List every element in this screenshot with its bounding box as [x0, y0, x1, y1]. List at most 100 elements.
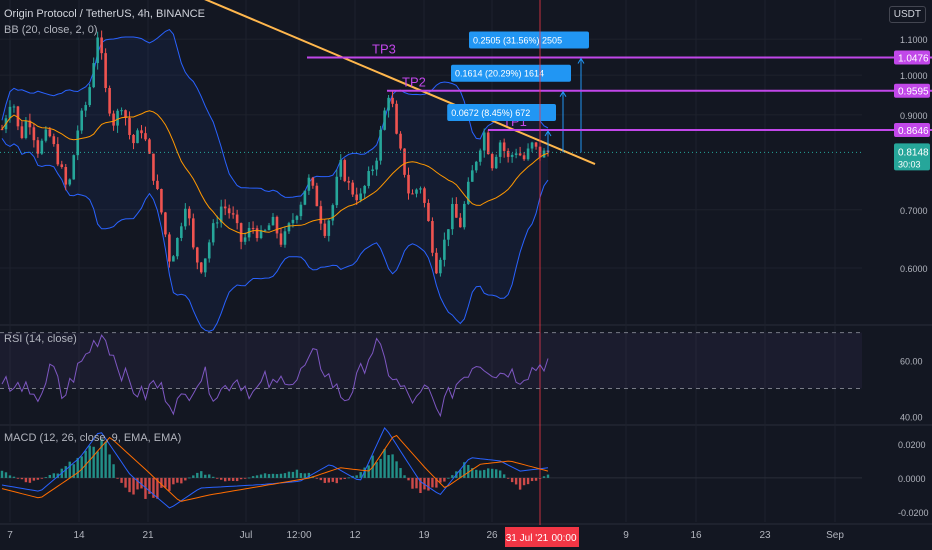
macd-histogram-bar — [403, 475, 406, 478]
candle — [287, 221, 291, 234]
candle-body — [443, 239, 446, 260]
target-tp2[interactable]: TP2 0.9595 0.1614 (20.29%) 1614 — [387, 64, 932, 153]
candle-body — [355, 194, 359, 201]
macd-histogram-bar — [56, 473, 59, 478]
macd-histogram-bar — [443, 477, 446, 482]
macd-histogram-bar — [459, 469, 462, 478]
time-highlight-bg — [549, 527, 579, 547]
candle — [279, 227, 283, 248]
rsi-legend[interactable]: RSI (14, close) — [4, 333, 77, 345]
candle-body — [44, 129, 48, 141]
candle-body — [319, 206, 323, 224]
macd-histogram-bar — [80, 456, 83, 478]
candle-body — [311, 177, 315, 186]
macd-histogram-bar — [343, 477, 346, 480]
target-tp3[interactable]: TP3 1.0476 0.2505 (31.56%) 2505 — [307, 31, 932, 153]
macd-histogram-bar — [451, 475, 454, 478]
candle-body — [494, 156, 498, 169]
candle — [132, 134, 135, 150]
macd-histogram-bar — [538, 477, 542, 479]
trendline[interactable] — [150, 0, 596, 166]
candle-body — [463, 203, 466, 228]
macd-histogram-bar — [128, 477, 131, 493]
macd-histogram-bar — [4, 472, 8, 478]
macd-histogram-bar — [216, 477, 219, 479]
macd-histogram-bar — [518, 477, 522, 490]
macd-histogram-bar — [315, 477, 319, 479]
candle-body — [259, 230, 263, 239]
candle-body — [156, 180, 159, 189]
candle-body — [168, 234, 171, 262]
macd-histogram-bar — [431, 477, 434, 488]
candle-body — [431, 221, 434, 253]
candle-body — [231, 213, 235, 215]
candle-body — [48, 129, 52, 137]
candle-body — [542, 150, 546, 158]
candle — [20, 121, 24, 140]
macd-histogram-bar — [542, 476, 546, 478]
last-price-label: 0.8148 — [898, 147, 929, 158]
macd-histogram-bar — [227, 477, 231, 481]
candle — [199, 261, 203, 274]
candle — [303, 190, 307, 206]
macd-histogram-bar — [28, 477, 32, 483]
candle-body — [271, 216, 275, 226]
bb-legend[interactable]: BB (20, close, 2, 0) — [4, 24, 98, 36]
candle — [435, 248, 438, 275]
macd-histogram-bar — [68, 461, 71, 478]
candle-body — [184, 208, 187, 227]
candle — [36, 137, 40, 158]
currency-button[interactable]: USDT — [888, 6, 926, 23]
candle-body — [391, 97, 394, 104]
macd-histogram-bar — [92, 446, 95, 478]
candle — [44, 126, 48, 143]
candle — [371, 165, 374, 176]
candle-body — [423, 188, 426, 203]
macd-histogram-bar — [267, 474, 271, 478]
macd-histogram-bar — [339, 477, 342, 480]
macd-histogram-bar — [223, 477, 227, 482]
candle-body — [124, 110, 127, 118]
symbol-title[interactable]: Origin Protocol / TetherUS, 4h, BINANCE — [4, 8, 205, 20]
candle — [335, 169, 339, 209]
candle-body — [395, 103, 398, 134]
candle — [514, 148, 518, 159]
macd-histogram-bar — [239, 477, 243, 480]
candle — [315, 182, 319, 207]
candle — [415, 188, 418, 198]
candle — [367, 166, 370, 189]
candle — [439, 257, 442, 277]
candle — [474, 160, 478, 173]
macd-histogram-bar — [8, 475, 12, 478]
macd-histogram-bar — [204, 474, 207, 478]
macd-legend[interactable]: MACD (12, 26, close, 9, EMA, EMA) — [4, 432, 182, 444]
candle-body — [379, 129, 382, 161]
macd-histogram-bar — [331, 477, 334, 482]
macd-histogram-bar — [483, 469, 486, 478]
candle-body — [506, 150, 510, 157]
candle — [164, 211, 167, 238]
drawings[interactable]: TP3 1.0476 0.2505 (31.56%) 2505 TP2 0.9595 0.… — [0, 0, 932, 525]
macd-histogram-bar — [447, 477, 450, 479]
macd-histogram-bar — [24, 477, 28, 483]
candle — [144, 126, 147, 142]
macd-histogram-bar — [506, 477, 510, 479]
candle — [195, 246, 199, 270]
candle-body — [303, 190, 307, 205]
candle — [411, 189, 414, 195]
candle-body — [195, 247, 199, 263]
macd-histogram-bar — [219, 477, 223, 480]
candle-body — [335, 176, 339, 206]
candle — [447, 229, 450, 247]
candle-body — [327, 220, 331, 236]
candle — [112, 110, 115, 131]
candle — [76, 125, 80, 161]
candle-body — [399, 133, 402, 149]
candle — [148, 138, 151, 154]
candle-body — [96, 37, 99, 64]
macd-histogram-bar — [64, 466, 67, 478]
macd-histogram-bar — [259, 474, 263, 478]
candle-body — [8, 106, 12, 119]
